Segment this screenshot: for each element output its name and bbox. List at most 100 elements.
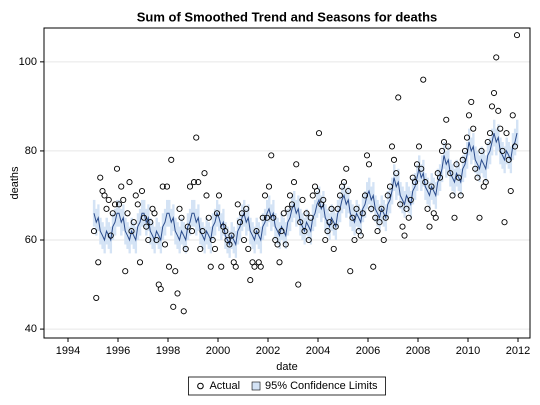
data-point — [182, 245, 189, 252]
x-tick-label: 2000 — [206, 345, 230, 357]
data-point — [380, 236, 387, 244]
data-point — [370, 263, 377, 270]
data-point — [411, 179, 419, 186]
data-point — [405, 214, 412, 221]
trend-line — [93, 132, 518, 247]
data-point — [468, 98, 475, 105]
data-point — [240, 236, 248, 244]
plot-frame — [43, 27, 531, 339]
x-tick-label: 2004 — [306, 345, 330, 357]
chart-title: Sum of Smoothed Trend and Seasons for de… — [137, 9, 438, 24]
data-point — [153, 236, 160, 244]
data-point — [120, 196, 127, 203]
data-point — [176, 205, 183, 212]
data-point — [505, 156, 512, 163]
data-point — [95, 259, 102, 266]
y-axis-label: deaths — [9, 166, 21, 200]
data-point — [211, 245, 219, 252]
legend: Actual 95% Confidence Limits — [188, 376, 386, 396]
data-point — [161, 241, 169, 248]
legend-label: Actual — [209, 380, 240, 392]
data-point — [413, 161, 421, 168]
legend-symbol — [197, 382, 204, 390]
data-point — [238, 210, 246, 217]
data-point — [118, 183, 125, 190]
legend-label: 95% Confidence Limits — [265, 380, 378, 392]
data-point — [257, 263, 264, 270]
data-point — [245, 245, 252, 252]
y-tick-label: 100 — [19, 56, 37, 68]
data-point — [243, 205, 250, 212]
data-point — [428, 183, 435, 190]
data-point — [501, 219, 508, 226]
data-point — [165, 263, 173, 270]
data-point — [388, 143, 396, 150]
data-point — [201, 170, 208, 177]
data-point — [320, 196, 327, 203]
data-point — [449, 192, 456, 199]
data-point — [353, 205, 360, 212]
data-point — [195, 179, 202, 186]
data-point — [128, 228, 135, 235]
data-point — [365, 161, 373, 168]
data-point — [159, 183, 166, 190]
data-point — [361, 192, 369, 199]
data-point — [403, 205, 410, 212]
data-point — [443, 116, 450, 123]
data-point — [205, 214, 212, 221]
data-point — [282, 241, 289, 248]
data-point — [313, 187, 321, 195]
data-point — [382, 214, 389, 221]
data-point — [188, 228, 196, 235]
data-point — [234, 201, 241, 208]
data-point — [478, 147, 485, 154]
legend-box — [188, 376, 386, 396]
data-point — [276, 259, 283, 266]
data-point — [393, 170, 400, 177]
data-point — [484, 138, 491, 146]
data-point — [507, 187, 514, 195]
data-point — [132, 192, 139, 199]
data-point — [295, 281, 302, 288]
data-point — [499, 147, 506, 154]
data-point — [407, 196, 414, 203]
data-point — [134, 201, 141, 208]
data-point — [472, 165, 479, 172]
data-point — [172, 268, 179, 275]
data-point — [482, 179, 489, 186]
data-point — [105, 196, 112, 203]
x-tick-label: 2010 — [456, 345, 480, 357]
data-point — [180, 308, 187, 315]
data-point — [274, 241, 281, 248]
data-point — [236, 219, 244, 226]
data-point — [422, 179, 429, 186]
data-point — [347, 268, 354, 275]
data-point — [384, 192, 391, 199]
data-point — [368, 205, 375, 212]
data-point — [459, 156, 466, 163]
data-point — [190, 179, 198, 186]
data-point — [290, 179, 298, 186]
data-point — [399, 223, 406, 230]
data-point — [126, 179, 133, 186]
data-point — [293, 161, 300, 168]
data-point — [390, 156, 398, 163]
data-point — [447, 170, 454, 177]
data-point — [309, 192, 316, 199]
data-point — [397, 201, 404, 208]
data-point — [513, 32, 521, 39]
data-point — [124, 210, 131, 217]
data-point — [268, 152, 275, 159]
x-tick-label: 2002 — [256, 345, 280, 357]
data-point — [145, 236, 152, 244]
data-point — [247, 277, 254, 284]
data-point — [303, 210, 310, 217]
data-point — [376, 219, 383, 226]
data-point — [284, 205, 291, 212]
data-point — [345, 187, 352, 195]
data-point — [115, 201, 123, 208]
data-point — [424, 205, 431, 212]
data-point — [465, 112, 473, 119]
data-point — [263, 214, 271, 221]
data-point — [378, 205, 385, 212]
